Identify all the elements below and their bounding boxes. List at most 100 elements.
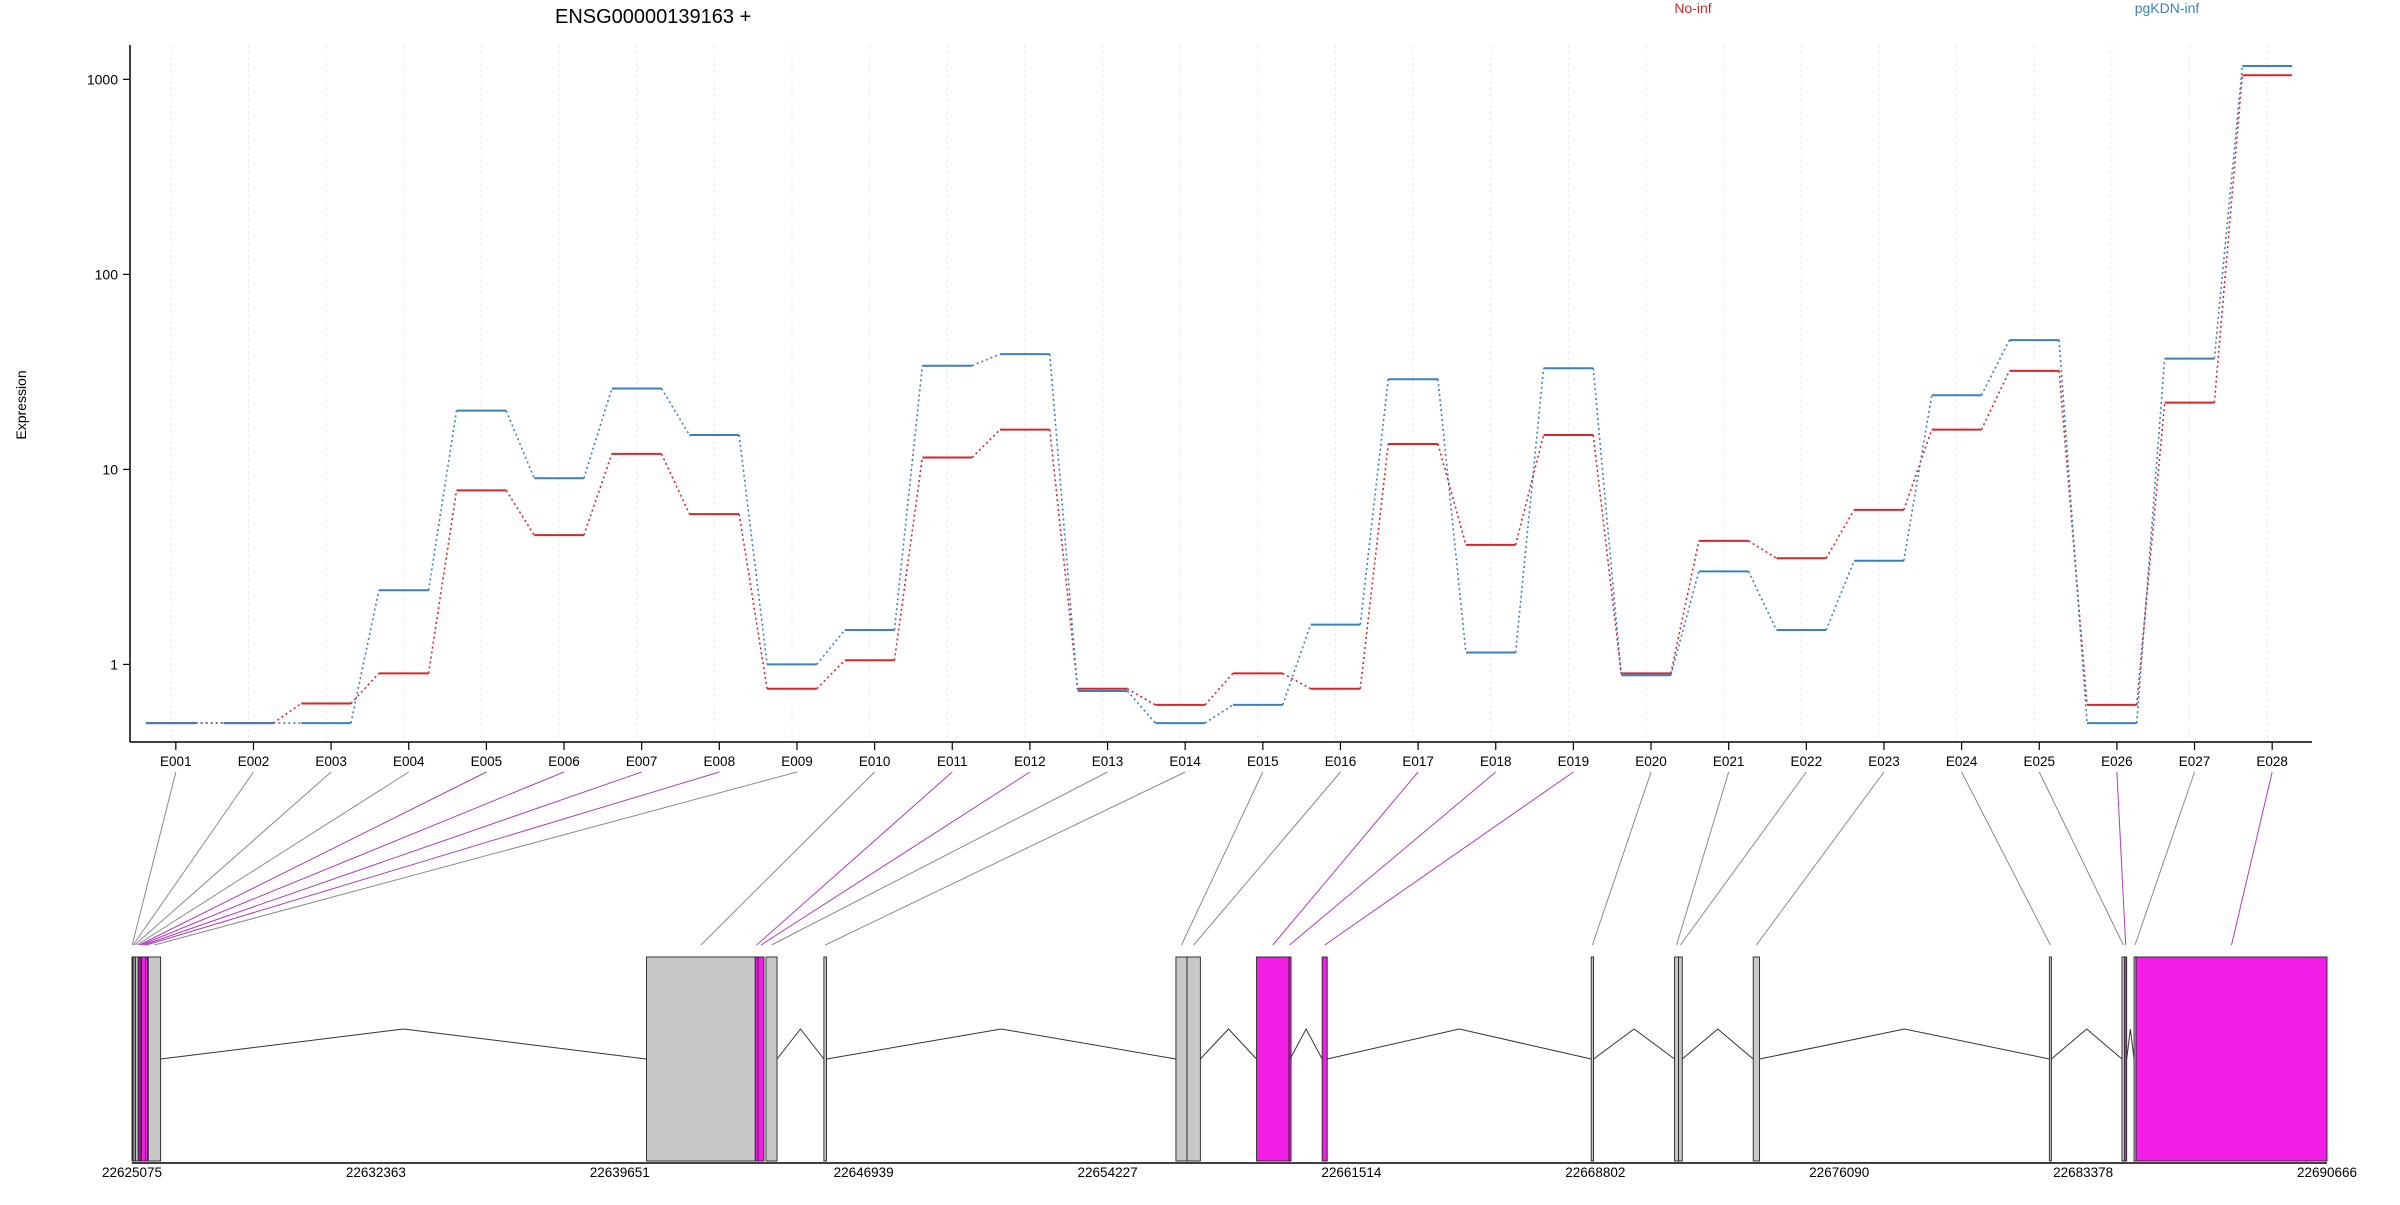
x-tick-label: E022 bbox=[1791, 754, 1823, 769]
exon-connector bbox=[1755, 771, 1885, 946]
exon-connector bbox=[1961, 771, 2051, 946]
genomic-tick-label: 22661514 bbox=[1321, 1165, 1382, 1180]
x-tick-label: E023 bbox=[1868, 754, 1900, 769]
series-connector bbox=[2213, 65, 2244, 359]
exon-connector bbox=[1193, 771, 1341, 946]
series-connector bbox=[2058, 340, 2088, 724]
exon-connector bbox=[1680, 771, 1807, 946]
x-tick-label: E025 bbox=[2023, 754, 2055, 769]
series-connector bbox=[1825, 509, 1855, 559]
exon-connector bbox=[146, 771, 720, 946]
exon-connector bbox=[1591, 771, 1652, 946]
series-connector bbox=[505, 489, 535, 536]
exon-connector bbox=[2038, 771, 2124, 946]
intron-line bbox=[1200, 1028, 1257, 1060]
y-tick-label: 1000 bbox=[87, 71, 118, 87]
exon-connector bbox=[1181, 771, 1264, 946]
series-connector bbox=[1126, 688, 1156, 706]
series-connector bbox=[1204, 672, 1234, 706]
exon-connector bbox=[1324, 771, 1574, 946]
y-axis-label: Expression bbox=[13, 370, 29, 439]
plot-area: 1 10 100 1000 E001 E002 E003 E004 E005 E006 E007 E0… bbox=[87, 45, 2312, 769]
exon-connector bbox=[2116, 771, 2127, 946]
x-tick-label: E026 bbox=[2101, 754, 2133, 769]
series-connector bbox=[971, 429, 1001, 459]
series-connector bbox=[971, 353, 1001, 367]
exon-connector bbox=[700, 771, 875, 946]
exon-connector bbox=[756, 771, 953, 946]
exon-connector bbox=[1289, 771, 1497, 946]
series-connector bbox=[1204, 704, 1234, 724]
exon-box bbox=[1321, 956, 1328, 1162]
exon-connector bbox=[2231, 771, 2273, 946]
genomic-tick-label: 22646939 bbox=[834, 1165, 894, 1180]
exon-box bbox=[646, 956, 756, 1162]
exon-connector bbox=[138, 771, 487, 946]
legend-label-pgkdn-inf: pgKDN-inf bbox=[2135, 0, 2200, 16]
series-connector bbox=[1980, 370, 2011, 430]
intron-line bbox=[776, 1028, 825, 1060]
exon-box bbox=[145, 956, 149, 1162]
series-connector bbox=[738, 513, 768, 689]
exon-box bbox=[1674, 956, 1680, 1162]
exon-box bbox=[2135, 956, 2328, 1162]
exon-connector bbox=[131, 771, 177, 946]
exon-box bbox=[147, 956, 162, 1162]
x-tick-label: E007 bbox=[626, 754, 658, 769]
series-connector bbox=[1126, 690, 1156, 724]
x-tick-label: E010 bbox=[859, 754, 891, 769]
intron-line bbox=[2126, 1028, 2135, 1060]
series-connector bbox=[816, 659, 846, 690]
exon-box bbox=[2048, 956, 2052, 1162]
series-connector bbox=[1048, 429, 1079, 689]
x-tick-label: E004 bbox=[393, 754, 425, 769]
series-connector bbox=[660, 453, 691, 515]
chart-title: ENSG00000139163 + bbox=[555, 6, 751, 28]
genomic-tick-label: 22690666 bbox=[2297, 1165, 2357, 1180]
series-connector bbox=[1748, 540, 1777, 559]
gene-model: 22625075 22632363 22639651 22646939 22654227… bbox=[102, 771, 2357, 1180]
exon-box bbox=[1186, 956, 1201, 1162]
series-connector bbox=[1592, 368, 1622, 676]
series-connector bbox=[350, 672, 380, 705]
x-tick-label: E027 bbox=[2179, 754, 2211, 769]
x-tick-label: E003 bbox=[315, 754, 347, 769]
genomic-tick-label: 22632363 bbox=[346, 1165, 406, 1180]
series-connector bbox=[505, 410, 535, 479]
exon-box bbox=[765, 956, 778, 1162]
genomic-tick-label: 22625075 bbox=[102, 1165, 162, 1180]
x-tick-label: E015 bbox=[1247, 754, 1279, 769]
series-connector bbox=[427, 490, 458, 674]
series-connector bbox=[1825, 560, 1855, 631]
series-connector bbox=[893, 365, 924, 631]
genomic-tick-label: 22683378 bbox=[2053, 1165, 2113, 1180]
series-connector bbox=[2213, 75, 2244, 403]
series-connector bbox=[583, 388, 613, 479]
series-connector bbox=[1670, 571, 1700, 676]
x-tick-label: E017 bbox=[1402, 754, 1434, 769]
series-connector bbox=[1359, 379, 1390, 625]
series-connector bbox=[2135, 358, 2166, 724]
intron-line bbox=[2051, 1028, 2123, 1060]
series-connector bbox=[1359, 443, 1390, 689]
exon-box bbox=[823, 956, 828, 1162]
series-connector bbox=[1670, 540, 1700, 674]
series-connector bbox=[738, 434, 768, 665]
exon-box bbox=[1256, 956, 1290, 1162]
x-tick-label: E014 bbox=[1169, 754, 1201, 769]
x-tick-label: E005 bbox=[471, 754, 503, 769]
x-tick-label: E013 bbox=[1092, 754, 1124, 769]
series-connector bbox=[1747, 571, 1778, 631]
x-tick-label: E009 bbox=[781, 754, 813, 769]
y-tick-label: 10 bbox=[102, 461, 118, 477]
genomic-tick-label: 22639651 bbox=[590, 1165, 650, 1180]
y-tick-label: 1 bbox=[110, 656, 118, 672]
x-tick-label: E011 bbox=[937, 754, 968, 769]
intron-line bbox=[1593, 1028, 1675, 1060]
series-connector bbox=[1514, 434, 1545, 546]
exon-box bbox=[1590, 956, 1595, 1162]
exon-box bbox=[1752, 956, 1761, 1162]
exon-connector bbox=[2134, 771, 2196, 946]
exon-connector bbox=[771, 771, 1108, 946]
